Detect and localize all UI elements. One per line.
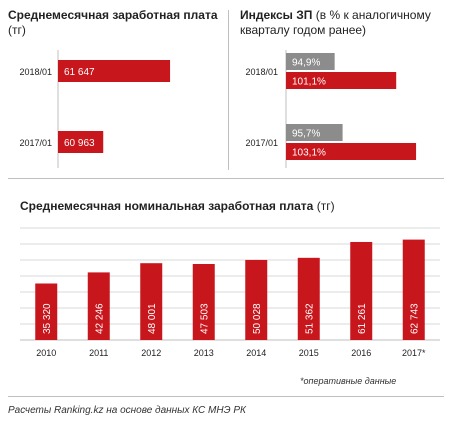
- bottom-bar: [297, 257, 320, 340]
- source-separator: [8, 396, 444, 397]
- bottom-bar: [402, 239, 425, 340]
- right-bar-label: 95,7%: [292, 129, 320, 140]
- bottom-bar: [87, 272, 110, 340]
- bottom-bar-label: 61 261: [357, 303, 368, 334]
- bottom-bar: [245, 259, 268, 340]
- right-bar: [286, 53, 335, 70]
- left-chart-title-bold: Среднемесячная заработная плата: [8, 8, 218, 22]
- right-chart-title-rest: (в % к аналогичному кварталу годом ранее…: [240, 8, 431, 37]
- right-bar: [286, 143, 417, 160]
- bottom-bar: [192, 263, 215, 340]
- source-note: Расчеты Ranking.kz на основе данных КС М…: [8, 405, 246, 416]
- left-category-label: 2018/01: [19, 67, 52, 77]
- bottom-category-label: 2017*: [402, 348, 426, 358]
- left-bar-label: 60 963: [64, 138, 95, 149]
- bottom-bar-label: 62 743: [409, 303, 420, 334]
- bottom-bar-label: 42 246: [94, 303, 105, 334]
- bottom-category-label: 2013: [194, 348, 214, 358]
- bottom-bar-label: 47 503: [199, 303, 210, 334]
- bottom-chart-title: Среднемесячная номинальная заработная пл…: [20, 199, 440, 214]
- bottom-category-label: 2011: [89, 348, 108, 358]
- left-chart-title-unit: (тг): [8, 23, 26, 37]
- bottom-bar-label: 51 362: [304, 303, 315, 334]
- left-bar: [58, 60, 171, 82]
- left-bar-label: 61 647: [64, 67, 95, 78]
- bottom-category-label: 2015: [299, 348, 319, 358]
- bottom-category-label: 2012: [141, 348, 161, 358]
- section-separator: [8, 178, 444, 179]
- right-category-label: 2017/01: [245, 138, 278, 148]
- right-bar: [286, 72, 397, 89]
- left-bar-chart: 2018/01 61 647 2017/01 60 963: [19, 50, 171, 168]
- bottom-bar-label: 35 320: [42, 303, 53, 334]
- right-bar-label: 101,1%: [292, 77, 326, 88]
- bottom-category-label: 2016: [351, 348, 371, 358]
- bottom-bar-label: 48 001: [147, 303, 158, 334]
- bottom-category-label: 2014: [246, 348, 266, 358]
- bottom-chart-title-unit: (тг): [316, 199, 335, 213]
- panel-separator: [228, 10, 229, 170]
- right-bar: [286, 124, 343, 141]
- right-category-label: 2018/01: [245, 67, 278, 77]
- left-category-label: 2017/01: [19, 138, 52, 148]
- bottom-bar-label: 50 028: [252, 303, 263, 334]
- right-bar-label: 103,1%: [292, 148, 326, 159]
- bottom-chart-title-bold: Среднемесячная номинальная заработная пл…: [20, 199, 314, 213]
- left-bar: [58, 131, 104, 153]
- bottom-bar: [140, 263, 163, 340]
- footnote: *оперативные данные: [300, 376, 397, 386]
- left-chart-title: Среднемесячная заработная плата (тг): [8, 8, 218, 38]
- bottom-bar: [350, 241, 373, 340]
- right-chart-title: Индексы ЗП (в % к аналогичному кварталу …: [240, 8, 445, 38]
- right-bar-label: 94,9%: [292, 58, 320, 69]
- right-index-chart: 2018/01 94,9% 101,1% 2017/01 95,7% 103,1%: [245, 50, 417, 168]
- bottom-bar-chart: 35 320 2010 42 246 2011 48 001 2012 47 503 2013…: [20, 227, 440, 358]
- bottom-category-label: 2010: [36, 348, 56, 358]
- bottom-bar: [35, 283, 58, 340]
- right-chart-title-bold: Индексы ЗП: [240, 8, 313, 22]
